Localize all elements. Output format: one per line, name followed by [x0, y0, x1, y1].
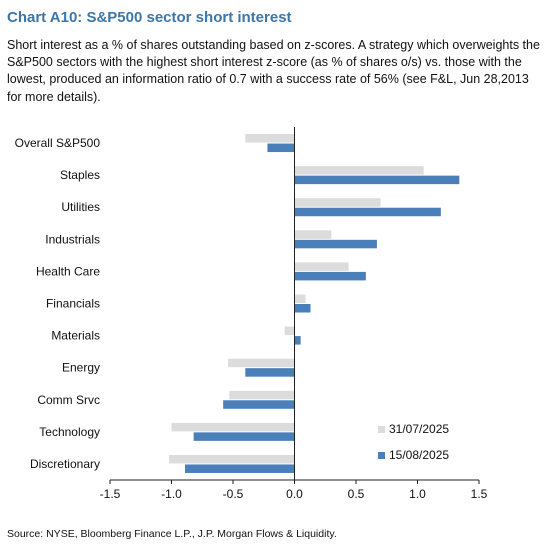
bar-series-1	[229, 390, 295, 400]
bar-group	[169, 134, 460, 473]
legend-label: 31/07/2025	[389, 422, 449, 436]
bar-series-1	[245, 134, 295, 143]
category-label: Health Care	[36, 264, 100, 278]
legend-swatch-series-2	[378, 452, 385, 459]
bar-series-1	[169, 454, 295, 464]
bar-series-1	[294, 230, 332, 239]
source-note: Source: NYSE, Bloomberg Finance L.P., J.…	[7, 528, 337, 540]
category-label: Staples	[60, 168, 100, 182]
bar-series-2	[294, 304, 311, 313]
x-tick-label: -0.5	[223, 487, 244, 501]
category-label: Materials	[51, 329, 100, 343]
bar-series-2	[267, 143, 295, 153]
x-tick-label: 0.5	[348, 487, 365, 501]
legend-label: 15/08/2025	[389, 448, 449, 462]
legend-swatch-series-1	[378, 426, 385, 433]
category-label: Financials	[46, 297, 100, 311]
category-label: Discretionary	[30, 457, 100, 471]
legend: 31/07/2025 15/08/2025	[378, 422, 449, 462]
bar-series-1	[294, 262, 349, 271]
category-label: Technology	[39, 425, 100, 439]
chart-subtitle: Short interest as a % of shares outstand…	[7, 38, 540, 104]
chart-title: Chart A10: S&P500 sector short interest	[7, 9, 292, 26]
bar-series-1	[284, 326, 295, 336]
bar-series-1	[294, 294, 306, 303]
category-label: Comm Srvc	[37, 393, 100, 407]
bar-series-2	[294, 239, 377, 249]
category-label: Energy	[62, 361, 100, 375]
sector-short-interest-chart: Overall S&P500 Staples Utilities Industrial…	[15, 127, 488, 501]
bar-series-1	[294, 166, 424, 175]
x-tick-label: -1.0	[161, 487, 182, 501]
x-tick-label: 0.0	[286, 487, 303, 501]
bar-series-2	[223, 400, 295, 409]
x-tick-label: -1.5	[100, 487, 121, 501]
y-axis-labels: Overall S&P500 Staples Utilities Industrial…	[15, 136, 101, 471]
x-axis-ticks: -1.5 -1.0 -0.5 0.0 0.5 1.0 1.5	[100, 480, 488, 501]
category-label: Industrials	[45, 232, 100, 246]
bar-series-2	[294, 271, 366, 281]
bar-series-1	[294, 198, 381, 207]
x-tick-label: 1.0	[409, 487, 426, 501]
bar-series-1	[171, 422, 295, 432]
bar-series-2	[294, 207, 441, 217]
category-label: Utilities	[61, 200, 100, 214]
category-label: Overall S&P500	[15, 136, 101, 150]
x-tick-label: 1.5	[471, 487, 488, 501]
bar-series-2	[193, 432, 295, 441]
bar-series-1	[228, 358, 295, 368]
bar-series-2	[294, 175, 460, 185]
bar-series-2	[294, 336, 301, 345]
bar-series-2	[245, 368, 295, 377]
bar-series-2	[185, 464, 295, 473]
